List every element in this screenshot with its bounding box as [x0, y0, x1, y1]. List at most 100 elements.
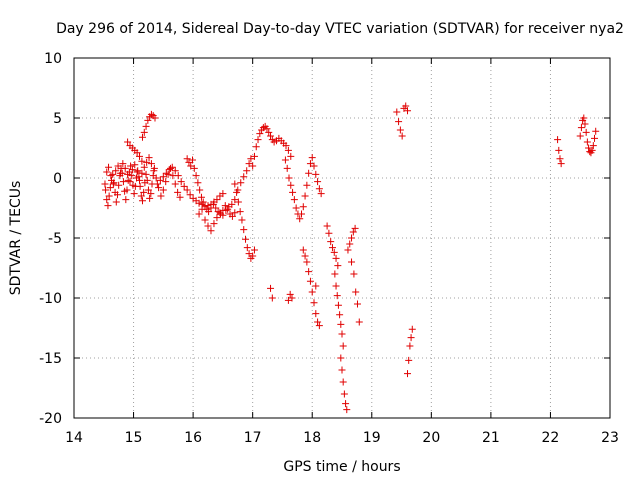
data-point: [338, 330, 346, 338]
data-point: [136, 176, 144, 184]
data-point: [109, 180, 117, 188]
x-axis-label: GPS time / hours: [283, 459, 400, 475]
data-point: [242, 235, 250, 243]
data-point: [183, 186, 191, 194]
data-point: [219, 211, 227, 219]
data-point: [147, 190, 155, 198]
data-point: [308, 154, 316, 162]
data-point: [210, 220, 218, 228]
data-point: [136, 152, 144, 160]
data-point: [197, 193, 205, 201]
data-point: [150, 167, 158, 175]
data-point: [219, 190, 227, 198]
x-axis-ticks: 14 15 16 17 18 19 20 21 22 23: [65, 58, 619, 446]
data-point: [231, 209, 239, 217]
data-point: [315, 322, 323, 330]
data-point: [281, 156, 289, 164]
x-tick-label: 15: [125, 430, 143, 446]
data-point: [198, 205, 206, 213]
data-point: [407, 334, 415, 342]
data-point: [146, 194, 154, 202]
data-point: [256, 130, 264, 138]
data-point: [138, 197, 146, 205]
data-point: [114, 162, 122, 170]
data-point: [138, 133, 146, 141]
data-point: [222, 206, 230, 214]
data-point: [116, 169, 124, 177]
data-point: [186, 191, 194, 199]
data-point: [103, 168, 111, 176]
data-point: [104, 202, 112, 210]
data-point: [243, 244, 251, 252]
data-point: [323, 222, 331, 230]
data-point: [589, 142, 597, 150]
data-point: [228, 200, 236, 208]
data-point: [317, 190, 325, 198]
data-point: [576, 132, 584, 140]
data-point: [207, 227, 215, 235]
data-point: [171, 167, 179, 175]
data-point: [343, 406, 351, 414]
data-point: [331, 270, 339, 278]
data-point: [136, 182, 144, 190]
data-point: [263, 125, 271, 133]
data-point: [259, 124, 267, 132]
data-point: [115, 181, 123, 189]
data-point: [314, 318, 322, 326]
data-point: [112, 198, 120, 206]
data-point: [204, 222, 212, 230]
data-point: [305, 268, 313, 276]
data-point: [101, 180, 109, 188]
data-point: [346, 240, 354, 248]
data-point: [299, 203, 307, 211]
data-point: [107, 172, 115, 180]
data-point: [286, 290, 294, 298]
data-point: [312, 282, 320, 290]
data-point: [398, 132, 406, 140]
x-tick-label: 20: [422, 430, 440, 446]
data-point: [153, 180, 161, 188]
data-point: [337, 320, 345, 328]
data-point: [140, 163, 148, 171]
data-point: [305, 169, 313, 177]
data-point: [143, 158, 151, 166]
data-point: [406, 342, 414, 350]
data-point: [284, 146, 292, 154]
data-point: [192, 172, 200, 180]
data-point: [310, 299, 318, 307]
data-point: [334, 262, 342, 270]
data-point: [240, 226, 248, 234]
data-point: [162, 178, 170, 186]
data-point: [554, 136, 562, 144]
x-tick-label: 17: [244, 430, 262, 446]
data-point: [135, 173, 143, 181]
data-point: [174, 172, 182, 180]
data-point: [592, 127, 600, 135]
x-tick-label: 22: [542, 430, 560, 446]
x-tick-label: 21: [482, 430, 500, 446]
data-point: [138, 157, 146, 165]
chart-title: Day 296 of 2014, Sidereal Day-to-day VTE…: [56, 21, 624, 37]
data-point: [555, 146, 563, 154]
data-point: [591, 134, 599, 142]
data-point: [162, 169, 170, 177]
data-point: [171, 180, 179, 188]
data-point: [143, 176, 151, 184]
data-point: [159, 186, 167, 194]
data-point: [334, 301, 342, 309]
data-point: [298, 210, 306, 218]
data-point: [195, 210, 203, 218]
data-point: [240, 173, 248, 181]
data-point: [157, 192, 165, 200]
data-point: [282, 142, 290, 150]
data-point: [126, 178, 134, 186]
data-point: [205, 208, 213, 216]
data-point: [327, 238, 335, 246]
data-point: [164, 170, 172, 178]
data-point: [312, 310, 320, 318]
x-tick-label: 23: [601, 430, 619, 446]
data-point: [355, 318, 363, 326]
data-point: [159, 173, 167, 181]
data-point: [119, 178, 127, 186]
y-axis-label: SDTVAR / TECUs: [8, 181, 24, 296]
